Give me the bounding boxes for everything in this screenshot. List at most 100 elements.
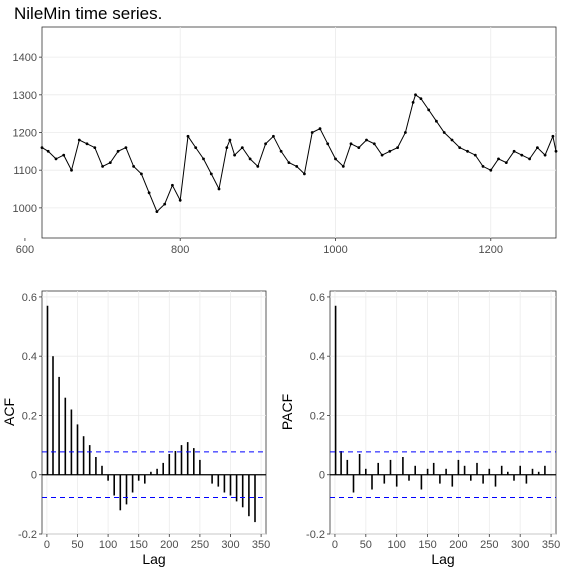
ts-x-tick-label: 1000	[323, 244, 347, 256]
ts-y-tick-label: 1300	[13, 90, 37, 102]
ts-point	[155, 210, 159, 214]
ts-point	[40, 146, 44, 150]
ts-point	[512, 149, 516, 153]
ts-point	[54, 157, 58, 161]
ts-point	[272, 134, 275, 138]
ts-point	[396, 146, 399, 150]
ts-point	[124, 146, 128, 150]
pacf-x-tick-label: 350	[542, 539, 560, 551]
pacf-x-tick-label: 50	[360, 539, 372, 551]
acf-x-tick-label: 150	[130, 539, 148, 551]
ts-point	[411, 101, 415, 104]
ts-point	[171, 183, 174, 187]
ts-point	[108, 161, 112, 165]
ts-point	[279, 149, 283, 153]
ts-point	[497, 157, 500, 161]
ts-point	[414, 93, 417, 97]
acf-y-tick-label: 0.2	[22, 410, 37, 422]
ts-point	[372, 142, 376, 146]
ts-point	[202, 157, 205, 161]
ts-grid	[42, 27, 556, 238]
ts-x-tick-label: 1200	[479, 244, 503, 256]
acf-bars	[42, 305, 266, 523]
ts-point	[466, 149, 469, 153]
ts-point	[536, 146, 539, 150]
ts-point	[178, 198, 182, 202]
ts-point	[489, 168, 493, 172]
ts-point	[435, 119, 438, 123]
ts-point	[256, 165, 260, 168]
pacf-y-tick-label: 0	[319, 470, 325, 482]
ts-point	[248, 157, 252, 161]
ts-point	[140, 172, 143, 176]
acf-x-tick-label: 0	[44, 539, 50, 551]
ts-point	[209, 172, 213, 176]
ts-point	[46, 149, 50, 153]
ts-y-tick-label: 1000	[13, 203, 37, 215]
ts-point	[62, 153, 66, 157]
pacf-x-tick-label: 300	[511, 539, 529, 551]
ts-point	[163, 202, 167, 206]
ts-point	[341, 165, 345, 168]
ts-point	[194, 146, 198, 150]
ts-point	[528, 157, 531, 161]
pacf-y-axis-title: PACF	[279, 394, 295, 430]
ts-point	[264, 142, 267, 146]
ts-point	[217, 187, 221, 191]
ts-point	[543, 153, 547, 157]
acf-x-tick-label: 200	[160, 539, 178, 551]
ts-point	[132, 165, 136, 168]
pacf-x-axis-title: Lag	[431, 551, 454, 567]
pacf-x-tick-label: 0	[332, 539, 338, 551]
ts-axis: 600 800 1000 1200 1000 1100 1200 1300 1400	[13, 52, 504, 256]
ts-y-tick-label: 1400	[13, 52, 37, 64]
ts-point	[228, 138, 232, 142]
ts-point	[419, 97, 423, 100]
ts-point	[481, 165, 485, 168]
ts-point	[349, 142, 353, 146]
ts-point	[427, 108, 431, 112]
ts-point	[365, 138, 368, 142]
ts-point	[554, 149, 558, 153]
pacf-x-tick-label: 100	[388, 539, 406, 551]
ts-point	[295, 165, 299, 168]
ts-point	[326, 142, 330, 146]
pacf-x-tick-label: 200	[449, 539, 467, 551]
ts-point	[240, 146, 244, 150]
ts-x-tick-label: 600	[16, 244, 34, 256]
ts-point	[473, 153, 477, 157]
ts-point	[186, 134, 190, 138]
pacf-y-tick-label: -0.2	[306, 529, 325, 541]
ts-point	[404, 131, 407, 134]
ts-point	[147, 191, 151, 195]
acf-y-tick-label: 0.6	[22, 292, 37, 304]
ts-point	[334, 157, 337, 161]
ts-point	[233, 153, 237, 157]
pacf-y-tick-label: 0.6	[310, 292, 325, 304]
pacf-x-tick-label: 250	[480, 539, 498, 551]
ts-point	[388, 149, 392, 153]
ts-y-tick-label: 1100	[13, 165, 37, 177]
ts-point	[318, 127, 322, 131]
ts-point	[504, 161, 508, 165]
ts-point	[458, 146, 462, 150]
pacf-axis: 0 50 100 150 200 250 300 350 -0.2 0 0.2 0.4 0.6	[306, 292, 560, 551]
acf-y-axis-title: ACF	[1, 398, 17, 426]
chart-title: NileMin time series.	[14, 4, 163, 23]
acf-x-tick-label: 250	[191, 539, 209, 551]
ts-point	[77, 138, 81, 142]
acf-x-tick-label: 100	[99, 539, 117, 551]
acf-axis: 0 50 100 150 200 250 300 350 -0.2 0 0.2 0.4 0.6	[18, 292, 270, 551]
ts-point	[287, 161, 291, 165]
ts-point	[225, 146, 229, 150]
ts-point	[85, 142, 89, 146]
pacf-bars	[330, 305, 556, 499]
acf-x-axis-title: Lag	[142, 551, 165, 567]
ts-point	[116, 149, 120, 153]
ts-point	[303, 172, 306, 176]
ts-point	[380, 153, 384, 157]
ts-point	[101, 165, 104, 168]
acf-y-tick-label: 0	[31, 470, 37, 482]
acf-x-tick-label: 350	[252, 539, 270, 551]
